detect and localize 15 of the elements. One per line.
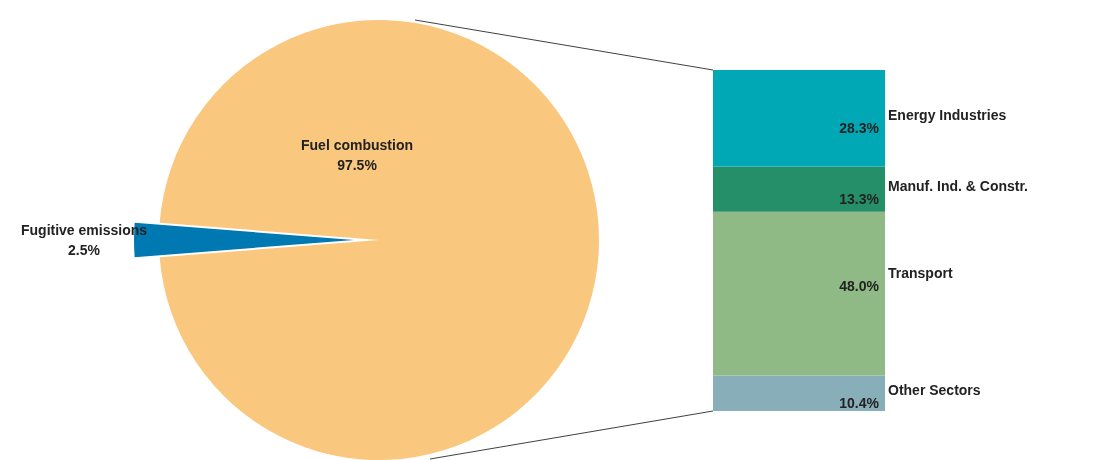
series-label: Energy Industries — [888, 107, 1007, 124]
bar — [713, 166, 885, 212]
bar — [713, 70, 885, 167]
data-label: 2.5% — [68, 242, 101, 258]
slice-label: Fuel combustion — [301, 137, 413, 153]
data-label: 97.5% — [337, 157, 378, 173]
series-label: Transport — [888, 264, 953, 281]
data-label: 10.4% — [839, 395, 880, 412]
data-label: 28.3% — [839, 120, 880, 137]
bar — [713, 211, 885, 376]
bar — [713, 375, 885, 411]
data-label: 13.3% — [839, 191, 880, 208]
data-label: 48.0% — [839, 277, 880, 294]
series-label: Manuf. Ind. & Constr. — [888, 178, 1028, 195]
series-label: Other Sectors — [888, 382, 981, 399]
